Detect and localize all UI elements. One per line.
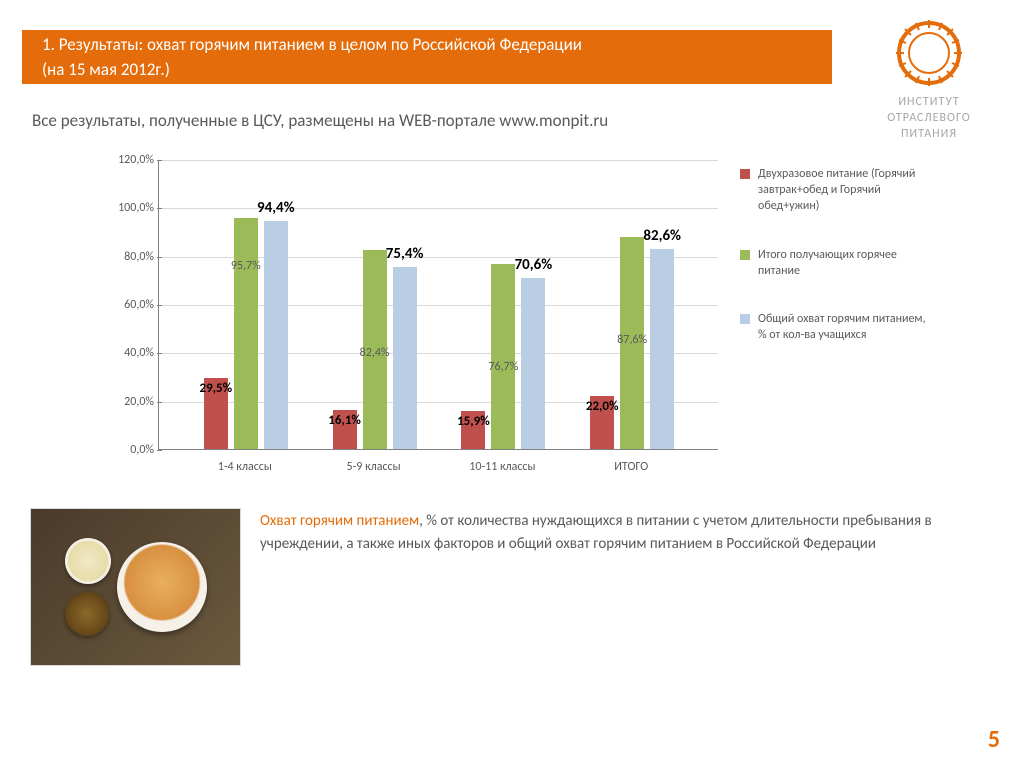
bar-value-label: 95,7% xyxy=(231,259,261,273)
bar-overall_coverage xyxy=(393,267,417,449)
y-tick-label: 40,0% xyxy=(100,346,154,360)
bar-value-label: 76,7% xyxy=(488,360,518,374)
legend-swatch xyxy=(740,314,750,324)
bar-value-label: 75,4% xyxy=(386,245,424,263)
slide-title-line2: (на 15 мая 2012г.) xyxy=(42,57,822,83)
bar-value-label: 16,1% xyxy=(328,413,361,428)
bar-value-label: 15,9% xyxy=(457,414,490,429)
bar-value-label: 70,6% xyxy=(515,256,553,274)
chart-caption: Охват горячим питанием, % от количества … xyxy=(260,510,940,555)
y-tick-label: 100,0% xyxy=(100,201,154,215)
bar-double_meal xyxy=(461,411,485,449)
legend-item-double_meal: Двухразовое питание (Горячий завтрак+обе… xyxy=(740,166,930,215)
coverage-bar-chart: 29,5%95,7%94,4%16,1%82,4%75,4%15,9%76,7%… xyxy=(100,148,1000,498)
x-tick-label: 5-9 классы xyxy=(347,460,401,474)
legend-label: Итого получающих горячее питание xyxy=(758,247,930,279)
x-tick-label: 10-11 классы xyxy=(469,460,535,474)
y-tick-label: 60,0% xyxy=(100,298,154,312)
bar-double_meal xyxy=(333,410,357,449)
bar-total_hot xyxy=(620,237,644,449)
legend-label: Двухразовое питание (Горячий завтрак+обе… xyxy=(758,166,930,215)
y-tick-label: 120,0% xyxy=(100,153,154,167)
bar-value-label: 29,5% xyxy=(199,381,232,396)
legend-item-overall_coverage: Общий охват горячим питанием, % от кол-в… xyxy=(740,311,930,343)
legend-label: Общий охват горячим питанием, % от кол-в… xyxy=(758,311,930,343)
legend-item-total_hot: Итого получающих горячее питание xyxy=(740,247,930,279)
y-tick-label: 0,0% xyxy=(100,443,154,457)
bar-overall_coverage xyxy=(521,278,545,449)
slide-subtitle: Все результаты, полученные в ЦСУ, размещ… xyxy=(32,110,608,131)
caption-lead: Охват горячим питанием xyxy=(260,512,419,530)
bar-value-label: 82,6% xyxy=(643,227,681,245)
bar-double_meal xyxy=(204,378,228,449)
logo-line1: ИНСТИТУТ xyxy=(864,94,994,110)
y-tick-label: 20,0% xyxy=(100,395,154,409)
page-number: 5 xyxy=(988,725,1000,754)
legend-swatch xyxy=(740,169,750,179)
chart-legend: Двухразовое питание (Горячий завтрак+обе… xyxy=(740,166,930,375)
bar-total_hot xyxy=(234,218,258,449)
meal-photo xyxy=(30,508,241,666)
bar-overall_coverage xyxy=(650,249,674,449)
y-tick-label: 80,0% xyxy=(100,250,154,264)
bar-total_hot xyxy=(491,264,515,449)
logo-text: ИНСТИТУТ ОТРАСЛЕВОГО ПИТАНИЯ xyxy=(864,94,994,143)
institute-logo: ИНСТИТУТ ОТРАСЛЕВОГО ПИТАНИЯ xyxy=(864,18,994,143)
slide-title-line1: 1. Результаты: охват горячим питанием в … xyxy=(42,32,822,58)
chart-plot-area: 29,5%95,7%94,4%16,1%82,4%75,4%15,9%76,7%… xyxy=(158,160,718,450)
slide-title-bar: 1. Результаты: охват горячим питанием в … xyxy=(22,30,832,84)
x-tick-label: ИТОГО xyxy=(614,460,648,474)
logo-line2: ОТРАСЛЕВОГО xyxy=(864,110,994,126)
x-tick-label: 1-4 классы xyxy=(218,460,272,474)
logo-line3: ПИТАНИЯ xyxy=(864,126,994,142)
sun-icon xyxy=(894,18,964,88)
bar-overall_coverage xyxy=(264,221,288,449)
bar-value-label: 87,6% xyxy=(617,333,647,347)
legend-swatch xyxy=(740,250,750,260)
bar-total_hot xyxy=(363,250,387,449)
bar-double_meal xyxy=(590,396,614,449)
